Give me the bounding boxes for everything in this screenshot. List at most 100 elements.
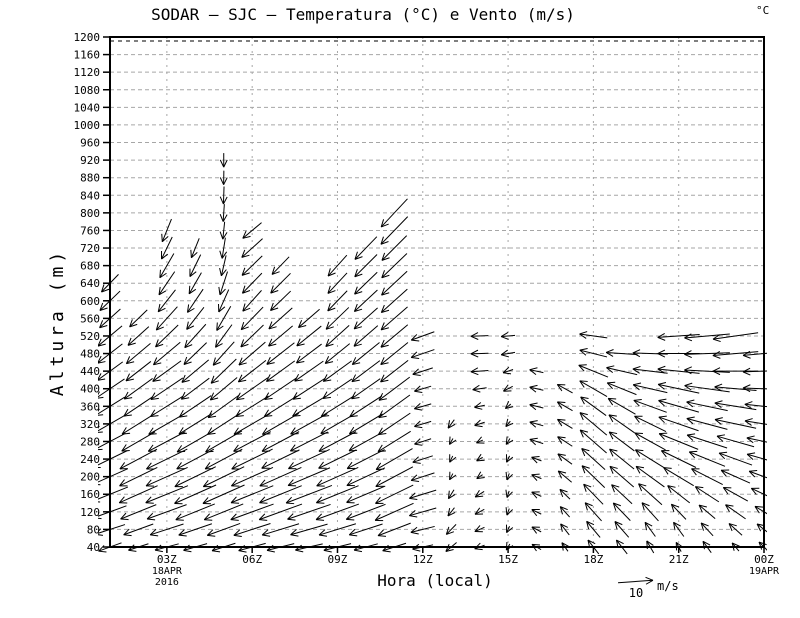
wind-arrow-shaft xyxy=(318,431,357,452)
wind-arrow-head xyxy=(98,408,100,413)
wind-arrow-shaft xyxy=(351,360,381,383)
wind-arrow-head xyxy=(212,550,221,553)
wind-arrow-shaft xyxy=(287,467,331,487)
wind-arrow-head xyxy=(412,548,421,552)
wind-arrow-shaft xyxy=(691,468,723,486)
y-tick-label: 680 xyxy=(80,260,100,273)
wind-arrow-shaft xyxy=(150,377,184,400)
wind-arrow-head xyxy=(414,403,421,410)
wind-arrow-head xyxy=(242,290,251,294)
wind-arrow-shaft xyxy=(380,306,408,331)
wind-arrow-head xyxy=(207,427,213,435)
wind-arrow-shaft xyxy=(559,506,571,518)
y-tick-label: 360 xyxy=(80,400,100,413)
wind-arrow-shaft xyxy=(657,334,700,338)
wind-arrow-head xyxy=(188,288,197,295)
wind-arrow-shaft xyxy=(179,395,212,418)
wind-arrow-head xyxy=(120,512,127,520)
wind-arrow-head xyxy=(608,431,614,440)
wind-arrow-shaft xyxy=(158,271,176,296)
wind-arrow-shaft xyxy=(635,465,665,488)
wind-arrow-shaft xyxy=(207,412,241,435)
wind-arrow-head xyxy=(298,320,303,328)
wind-arrow-shaft xyxy=(316,466,359,487)
wind-arrow-head xyxy=(378,410,383,418)
wind-arrow-head xyxy=(216,322,218,331)
wind-arrow-head xyxy=(698,504,707,508)
wind-arrow-shaft xyxy=(607,382,637,396)
wind-arrow-shaft xyxy=(663,467,694,487)
wind-arrow-head xyxy=(579,333,587,339)
wind-arrow-head xyxy=(353,321,358,330)
wind-arrow-head xyxy=(476,471,482,479)
wind-arrow-shaft xyxy=(259,503,303,521)
wind-arrow-shaft xyxy=(380,342,409,365)
wind-arrow-head xyxy=(218,306,226,313)
wind-arrow-head xyxy=(270,307,279,311)
wind-arrow-shaft xyxy=(290,523,328,536)
wind-arrow-shaft xyxy=(285,484,333,504)
wind-arrow-head xyxy=(686,416,695,419)
wind-arrow-head xyxy=(641,502,650,507)
wind-arrow-head xyxy=(241,326,249,331)
wind-arrow-shaft xyxy=(414,420,432,427)
wind-arrow-head xyxy=(219,159,225,168)
wind-arrow-shaft xyxy=(584,502,602,522)
wind-arrow-head xyxy=(128,549,137,552)
wind-arrow-head xyxy=(744,420,752,426)
wind-arrow-head xyxy=(241,285,246,294)
wind-arrow-head xyxy=(124,397,133,400)
wind-arrow-head xyxy=(409,515,418,518)
wind-arrow-head xyxy=(325,343,334,347)
wind-arrow-shaft xyxy=(505,438,511,445)
wind-arrow-shaft xyxy=(644,522,656,537)
wind-arrow-shaft xyxy=(616,539,628,555)
wind-arrow-shaft xyxy=(476,439,484,444)
wind-arrow-head xyxy=(449,439,457,445)
wind-arrow-head xyxy=(500,332,509,338)
wind-arrow-head xyxy=(638,483,643,492)
wind-arrow-head xyxy=(579,429,584,438)
wind-arrow-head xyxy=(609,466,614,474)
wind-arrow-head xyxy=(259,519,268,521)
wind-arrow-head xyxy=(380,241,389,245)
wind-arrow-head xyxy=(474,542,481,550)
wind-arrow-head xyxy=(219,196,224,205)
wind-arrow-head xyxy=(259,502,268,504)
wind-arrow-head xyxy=(327,268,331,277)
wind-arrow-shaft xyxy=(531,474,542,480)
wind-arrow-head xyxy=(242,235,251,239)
wind-arrow-shaft xyxy=(687,434,728,449)
wind-arrow-head xyxy=(531,455,540,458)
wind-arrow-head xyxy=(118,496,125,504)
wind-arrow-head xyxy=(178,409,184,418)
wind-arrow-shaft xyxy=(506,526,511,533)
wind-arrow-head xyxy=(231,479,237,487)
wind-arrow-head xyxy=(381,270,385,278)
wind-arrow-shaft xyxy=(684,369,730,373)
wind-arrow-shaft xyxy=(233,412,271,435)
wind-arrow-head xyxy=(211,544,219,552)
wind-arrow-head xyxy=(266,379,275,382)
wind-arrow-head xyxy=(259,496,266,504)
wind-arrow-head xyxy=(318,444,325,452)
x-tick-date-label: 19APR xyxy=(749,566,780,577)
wind-arrow-head xyxy=(127,337,132,346)
wind-arrow-shaft xyxy=(295,543,323,551)
wind-arrow-shaft xyxy=(529,369,544,374)
wind-arrow-head xyxy=(321,415,330,418)
wind-arrow-head xyxy=(119,479,125,487)
wind-arrow-shaft xyxy=(474,491,485,498)
wind-arrow-head xyxy=(178,534,187,537)
wind-arrow-head xyxy=(220,269,227,277)
wind-arrow-head xyxy=(414,408,423,411)
wind-arrow-shaft xyxy=(98,468,128,483)
wind-arrow-head xyxy=(380,219,385,228)
wind-arrow-head xyxy=(378,433,387,436)
wind-arrow-head xyxy=(235,415,244,418)
wind-arrow-head xyxy=(286,502,295,505)
units-label: °C xyxy=(756,4,769,17)
wind-arrow-head xyxy=(218,286,221,295)
wind-arrow-shaft xyxy=(346,449,385,470)
wind-arrow-head xyxy=(714,386,722,392)
